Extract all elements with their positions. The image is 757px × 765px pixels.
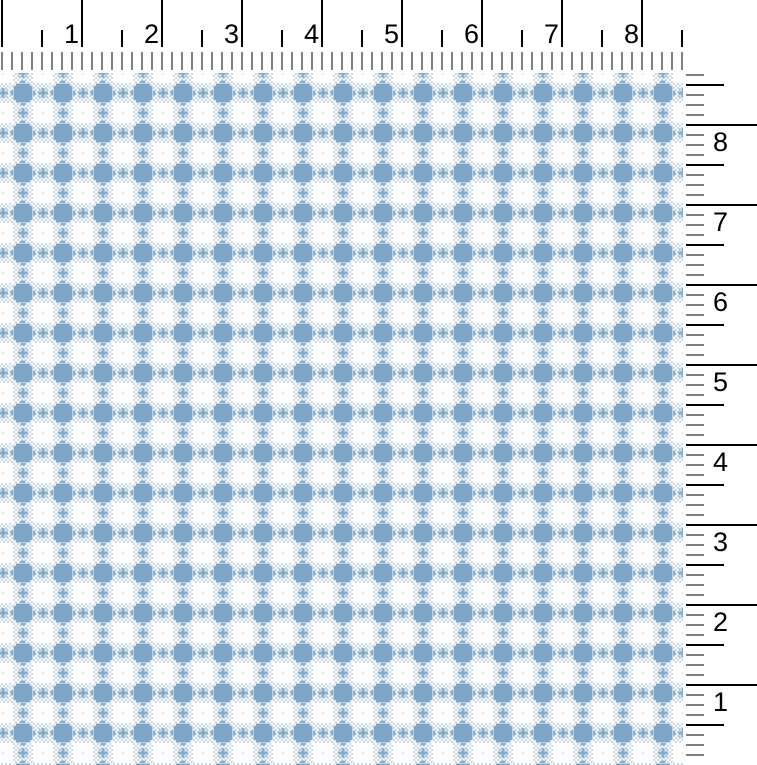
- top-ruler: 1 2 3 4 5 6 7 8: [0, 0, 683, 73]
- top-ruler-label: 8: [623, 19, 639, 49]
- right-ruler-label: 6: [713, 287, 729, 317]
- right-ruler-label: 2: [713, 607, 729, 637]
- fabric-swatch: [0, 73, 683, 765]
- right-ruler-label: 5: [713, 367, 729, 397]
- right-ruler: 8 7 6 5 4 3 2 1: [683, 73, 757, 765]
- top-ruler-label: 4: [303, 19, 319, 49]
- top-ruler-label: 2: [143, 19, 159, 49]
- right-ruler-label: 4: [713, 447, 729, 477]
- right-ruler-label: 1: [713, 687, 729, 717]
- top-ruler-label: 6: [463, 19, 479, 49]
- right-ruler-ticks: [686, 74, 757, 756]
- top-ruler-label: 5: [383, 19, 399, 49]
- top-ruler-label: 7: [543, 19, 559, 49]
- right-ruler-label: 8: [713, 127, 729, 157]
- right-ruler-label: 3: [713, 527, 729, 557]
- top-ruler-label: 1: [63, 19, 79, 49]
- top-ruler-label: 3: [223, 19, 239, 49]
- gingham-pattern: [0, 73, 683, 765]
- top-ruler-ticks: [1, 0, 683, 70]
- right-ruler-label: 7: [713, 207, 729, 237]
